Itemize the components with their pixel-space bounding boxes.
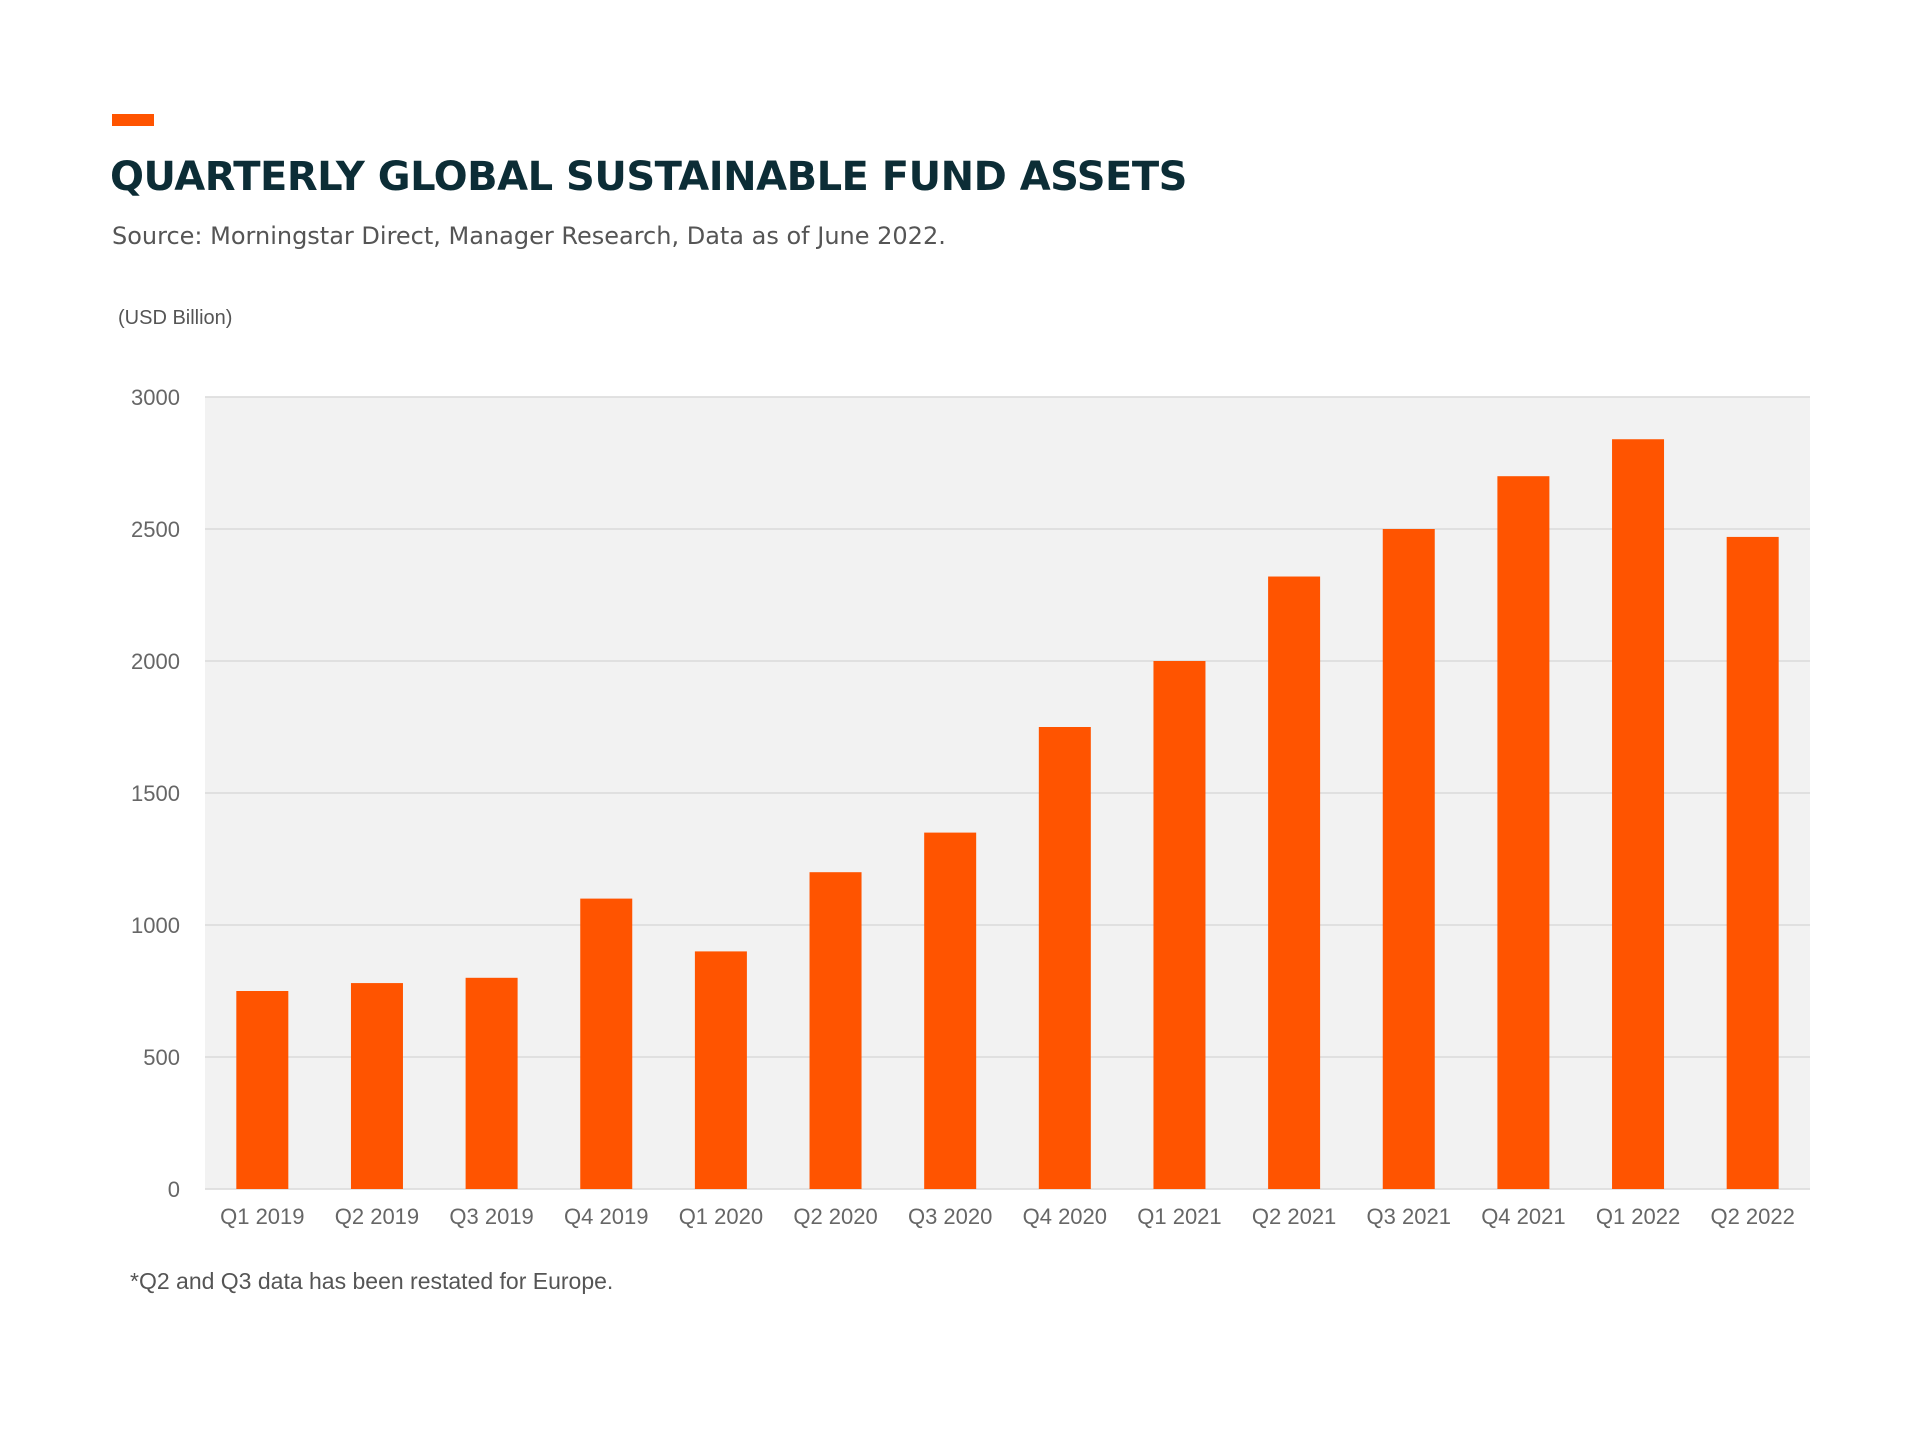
chart-subtitle: Source: Morningstar Direct, Manager Rese…	[112, 222, 946, 250]
x-tick-label: Q1 2021	[1137, 1204, 1221, 1229]
x-tick-label: Q3 2021	[1367, 1204, 1451, 1229]
bars	[236, 439, 1779, 1189]
bar	[694, 951, 747, 1189]
x-tick-label: Q3 2019	[449, 1204, 533, 1229]
bar	[580, 898, 633, 1189]
x-axis-ticks: Q1 2019 Q2 2019 Q3 2019 Q4 2019 Q1 2020 Q2 20…	[220, 1204, 1795, 1229]
chart-title: QUARTERLY GLOBAL SUSTAINABLE FUND ASSETS	[110, 154, 1187, 200]
x-tick-label: Q4 2020	[1023, 1204, 1107, 1229]
bar	[1382, 529, 1435, 1189]
bar	[809, 872, 862, 1189]
bar	[1612, 439, 1665, 1189]
y-tick-label: 2500	[131, 517, 180, 542]
y-tick-label: 500	[143, 1045, 180, 1070]
y-axis-ticks: 0 500 1000 1500 2000 2500 3000	[131, 385, 180, 1202]
bar	[1038, 727, 1091, 1189]
bar	[1497, 476, 1550, 1189]
x-tick-label: Q4 2021	[1481, 1204, 1565, 1229]
bar	[1153, 661, 1206, 1189]
x-tick-label: Q1 2022	[1596, 1204, 1680, 1229]
x-tick-label: Q2 2021	[1252, 1204, 1336, 1229]
bar	[924, 832, 977, 1189]
bar	[350, 983, 403, 1189]
x-tick-label: Q1 2020	[679, 1204, 763, 1229]
y-tick-label: 1000	[131, 913, 180, 938]
x-tick-label: Q3 2020	[908, 1204, 992, 1229]
x-tick-label: Q4 2019	[564, 1204, 648, 1229]
y-tick-label: 2000	[131, 649, 180, 674]
x-tick-label: Q2 2019	[335, 1204, 419, 1229]
bar	[465, 977, 518, 1189]
y-tick-label: 0	[168, 1177, 180, 1202]
y-tick-label: 3000	[131, 385, 180, 410]
bar	[1726, 536, 1779, 1189]
x-tick-label: Q1 2019	[220, 1204, 304, 1229]
bar	[236, 991, 289, 1189]
accent-bar	[112, 114, 154, 126]
x-tick-label: Q2 2022	[1710, 1204, 1794, 1229]
y-tick-label: 1500	[131, 781, 180, 806]
bar	[1268, 576, 1321, 1189]
y-axis-unit-label: (USD Billion)	[118, 307, 233, 329]
x-tick-label: Q2 2020	[793, 1204, 877, 1229]
footnote: *Q2 and Q3 data has been restated for Eu…	[130, 1268, 614, 1294]
